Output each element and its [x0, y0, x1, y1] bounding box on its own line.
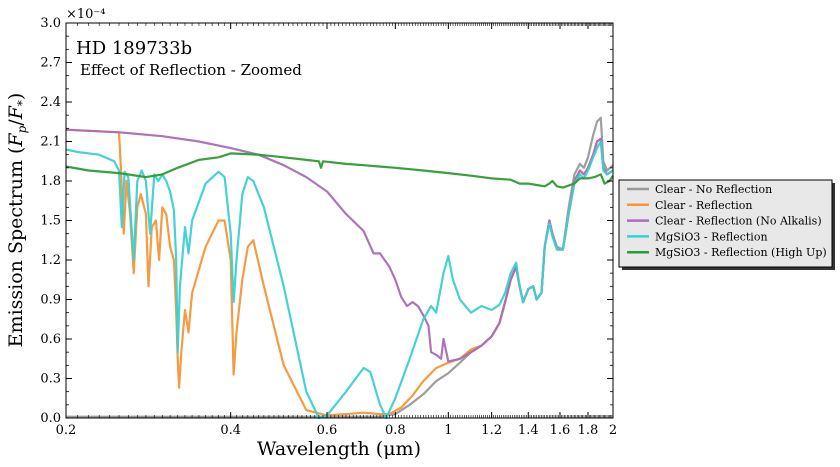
y-tick-label: 1.2 [40, 253, 61, 268]
y-tick-label: 0.0 [40, 411, 61, 426]
series-layer [65, 116, 614, 420]
y-multiplier-label: ×10⁻⁴ [66, 7, 106, 22]
plot-area [66, 23, 613, 418]
legend-box [618, 179, 833, 268]
y-axis-label-p-sub: p [15, 125, 29, 133]
x-tick-label: 1.2 [481, 423, 502, 438]
x-tick-label: 0.4 [220, 423, 241, 438]
y-axis-label-fstar: F [5, 105, 27, 120]
legend-label: MgSiO3 - Reflection [655, 230, 768, 243]
y-tick-label: 3.0 [40, 16, 61, 31]
chart-subtitle: Effect of Reflection - Zoomed [80, 61, 302, 79]
legend-label: Clear - Reflection [655, 199, 752, 212]
y-axis-label-star-sub: * [15, 100, 29, 106]
y-tick-label: 2.7 [40, 56, 61, 71]
x-tick-label: 1.8 [578, 423, 599, 438]
legend-label: Clear - Reflection (No Alkalis) [655, 215, 822, 228]
x-axis-label: Wavelength (μm) [257, 438, 421, 460]
legend-label: Clear - No Reflection [655, 183, 772, 196]
axes: 0.0 0.3 0.6 0.9 1.2 1.5 1.8 2.1 2.4 2.7 3.0 0.2 0.4 0… [40, 16, 617, 438]
y-axis-label-fp: F [5, 133, 27, 148]
y-tick-label: 0.9 [40, 293, 61, 308]
y-tick-label: 1.5 [40, 214, 61, 229]
y-tick-label: 1.8 [40, 174, 61, 189]
y-axis-label: Emission Spectrum (Fp/F*) [5, 93, 29, 348]
plot-background [66, 23, 613, 418]
legend-label: MgSiO3 - Reflection (High Up) [655, 246, 827, 259]
x-tick-label: 2 [609, 423, 617, 438]
y-tick-label: 2.4 [40, 95, 61, 110]
x-tick-label: 0.2 [56, 423, 77, 438]
series-line-5 [65, 152, 614, 189]
x-tick-label: 1.4 [518, 423, 539, 438]
x-tick-label: 1 [444, 423, 452, 438]
legend: Clear - No Reflection Clear - Reflection C… [618, 179, 835, 270]
x-tick-label: 1.6 [550, 423, 571, 438]
x-tick-label: 0.6 [317, 423, 338, 438]
y-tick-label: 0.6 [40, 332, 61, 347]
y-axis-label-prefix: Emission Spectrum ( [5, 147, 27, 348]
y-axis-label-slash: / [5, 119, 27, 126]
x-tick-label: 0.8 [385, 423, 406, 438]
y-axis-label-suffix: ) [5, 93, 27, 100]
chart-title: HD 189733b [76, 38, 192, 59]
y-tick-label: 0.3 [40, 372, 61, 387]
series-line-4 [65, 140, 614, 420]
y-tick-label: 2.1 [40, 135, 61, 150]
